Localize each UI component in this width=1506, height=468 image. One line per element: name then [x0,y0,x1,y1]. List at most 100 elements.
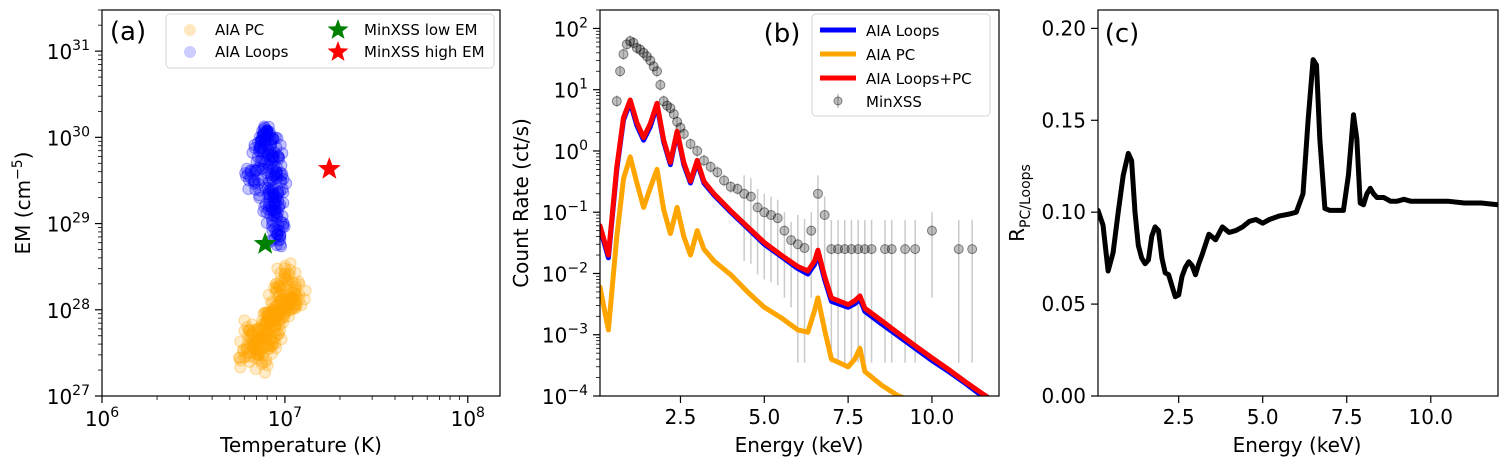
aia-pc-point [269,312,282,325]
panel-c-ytick-label-3: 0.15 [1041,108,1086,132]
aia-pc-point [259,317,272,330]
minxss-low-em-star [253,232,277,254]
aia-pc-point [267,313,280,326]
aia-loops-point [242,183,255,196]
aia-loops-point [253,191,266,204]
aia-loops-point [264,191,277,204]
aia-pc-point [278,311,291,324]
aia-loops-point [257,205,270,218]
aia-loops-point [269,203,282,216]
aia-pc-point [255,358,268,371]
aia-pc-point [269,337,282,350]
aia-pc-point [251,324,264,337]
minxss-point [668,109,679,120]
minxss-point [628,37,639,48]
minxss-high-em-star [317,157,341,179]
minxss-point [712,167,723,178]
panel-a-xtick-label-0-exp: 6 [110,405,119,421]
aia-pc-point [259,317,272,330]
aia-pc-point [289,297,302,310]
panel-b-ytick-label-0: 10−4 [542,383,588,409]
minxss-point [886,244,897,255]
aia-pc-point [289,266,302,279]
aia-pc-point [280,293,293,306]
minxss-point [967,244,978,255]
aia-pc-point [247,340,260,353]
aia-pc-point [277,302,290,315]
aia-pc-point [277,309,290,322]
aia-loops-point [257,133,270,146]
aia-loops-point [253,141,266,154]
aia-loops-point [270,166,283,179]
aia-pc-point [265,309,278,322]
aia-pc-point [260,332,273,345]
panel-a-xtick-label-1: 107 [268,405,302,431]
aia-loops-point [254,141,267,154]
aia-pc-point [251,323,264,336]
aia-pc-point [257,307,270,320]
aia-loops-point [267,191,280,204]
aia-loops-point [261,125,274,138]
aia-pc-point [272,303,285,316]
aia-loops-point [265,132,278,145]
aia-pc-point [261,327,274,340]
panel-b-ytick-label-6-exp: 2 [579,15,588,31]
aia-pc-point [261,306,274,319]
aia-pc-point [269,277,282,290]
aia-pc-point [293,278,306,291]
panel-b-ytick-label-3-base: 10 [542,201,567,225]
minxss-point [910,244,921,255]
aia-loops-point [255,134,268,147]
aia-pc-point [259,356,272,369]
aia-loops-point [262,143,275,156]
aia-loops-point [263,145,276,158]
panel-b-ytick-label-2-exp: −2 [567,260,588,276]
aia-pc-point [252,349,265,362]
aia-pc-point [259,326,272,339]
aia-pc-point [257,323,270,336]
aia-loops-point [252,177,265,190]
panel-b-ytick-label-0-base: 10 [542,385,567,409]
panel-b-ytick-label-6: 102 [554,15,588,41]
aia-pc-point [240,343,253,356]
aia-pc-point [299,284,312,297]
aia-pc-point [270,299,283,312]
aia-loops-point [277,220,290,233]
panel-a-xtick-label-1-base: 10 [268,407,293,431]
aia-pc-point [249,337,262,350]
aia-loops-point [263,175,276,188]
aia-pc-point [284,257,297,270]
aia-loops-point [268,198,281,211]
panel-a-frame [101,9,501,397]
panel-b-ytick-label-4-exp: 0 [579,138,588,154]
aia-loops-point [253,189,266,202]
aia-pc-point [265,321,278,334]
aia-loops-point [258,136,271,149]
panel-c-ytick-label-4: 0.20 [1041,16,1086,40]
aia-loops-point [248,163,261,176]
aia-loops-point [267,187,280,200]
aia-pc-point [264,313,277,326]
minxss-point [866,244,877,255]
panel-b-ytick-label-3-exp: −1 [567,199,588,215]
aia-pc-point [289,288,302,301]
aia-loops-point [272,151,285,164]
aia-loops-point [244,165,257,178]
aia-loops-point [258,126,271,139]
aia-pc-point [273,318,286,331]
aia-loops-point [267,133,280,146]
aia-pc-point [271,262,284,275]
aia-pc-point [260,337,273,350]
minxss-point [880,244,890,255]
aia-pc-point [257,341,270,354]
aia-pc-point [251,322,264,335]
aia-loops-point [254,134,267,147]
aia-pc-point [273,280,286,293]
aia-loops-point [275,169,288,182]
aia-loops-point [267,210,280,223]
aia-pc-point [267,324,280,337]
aia-loops-point [262,203,275,216]
minxss-point [618,49,629,60]
